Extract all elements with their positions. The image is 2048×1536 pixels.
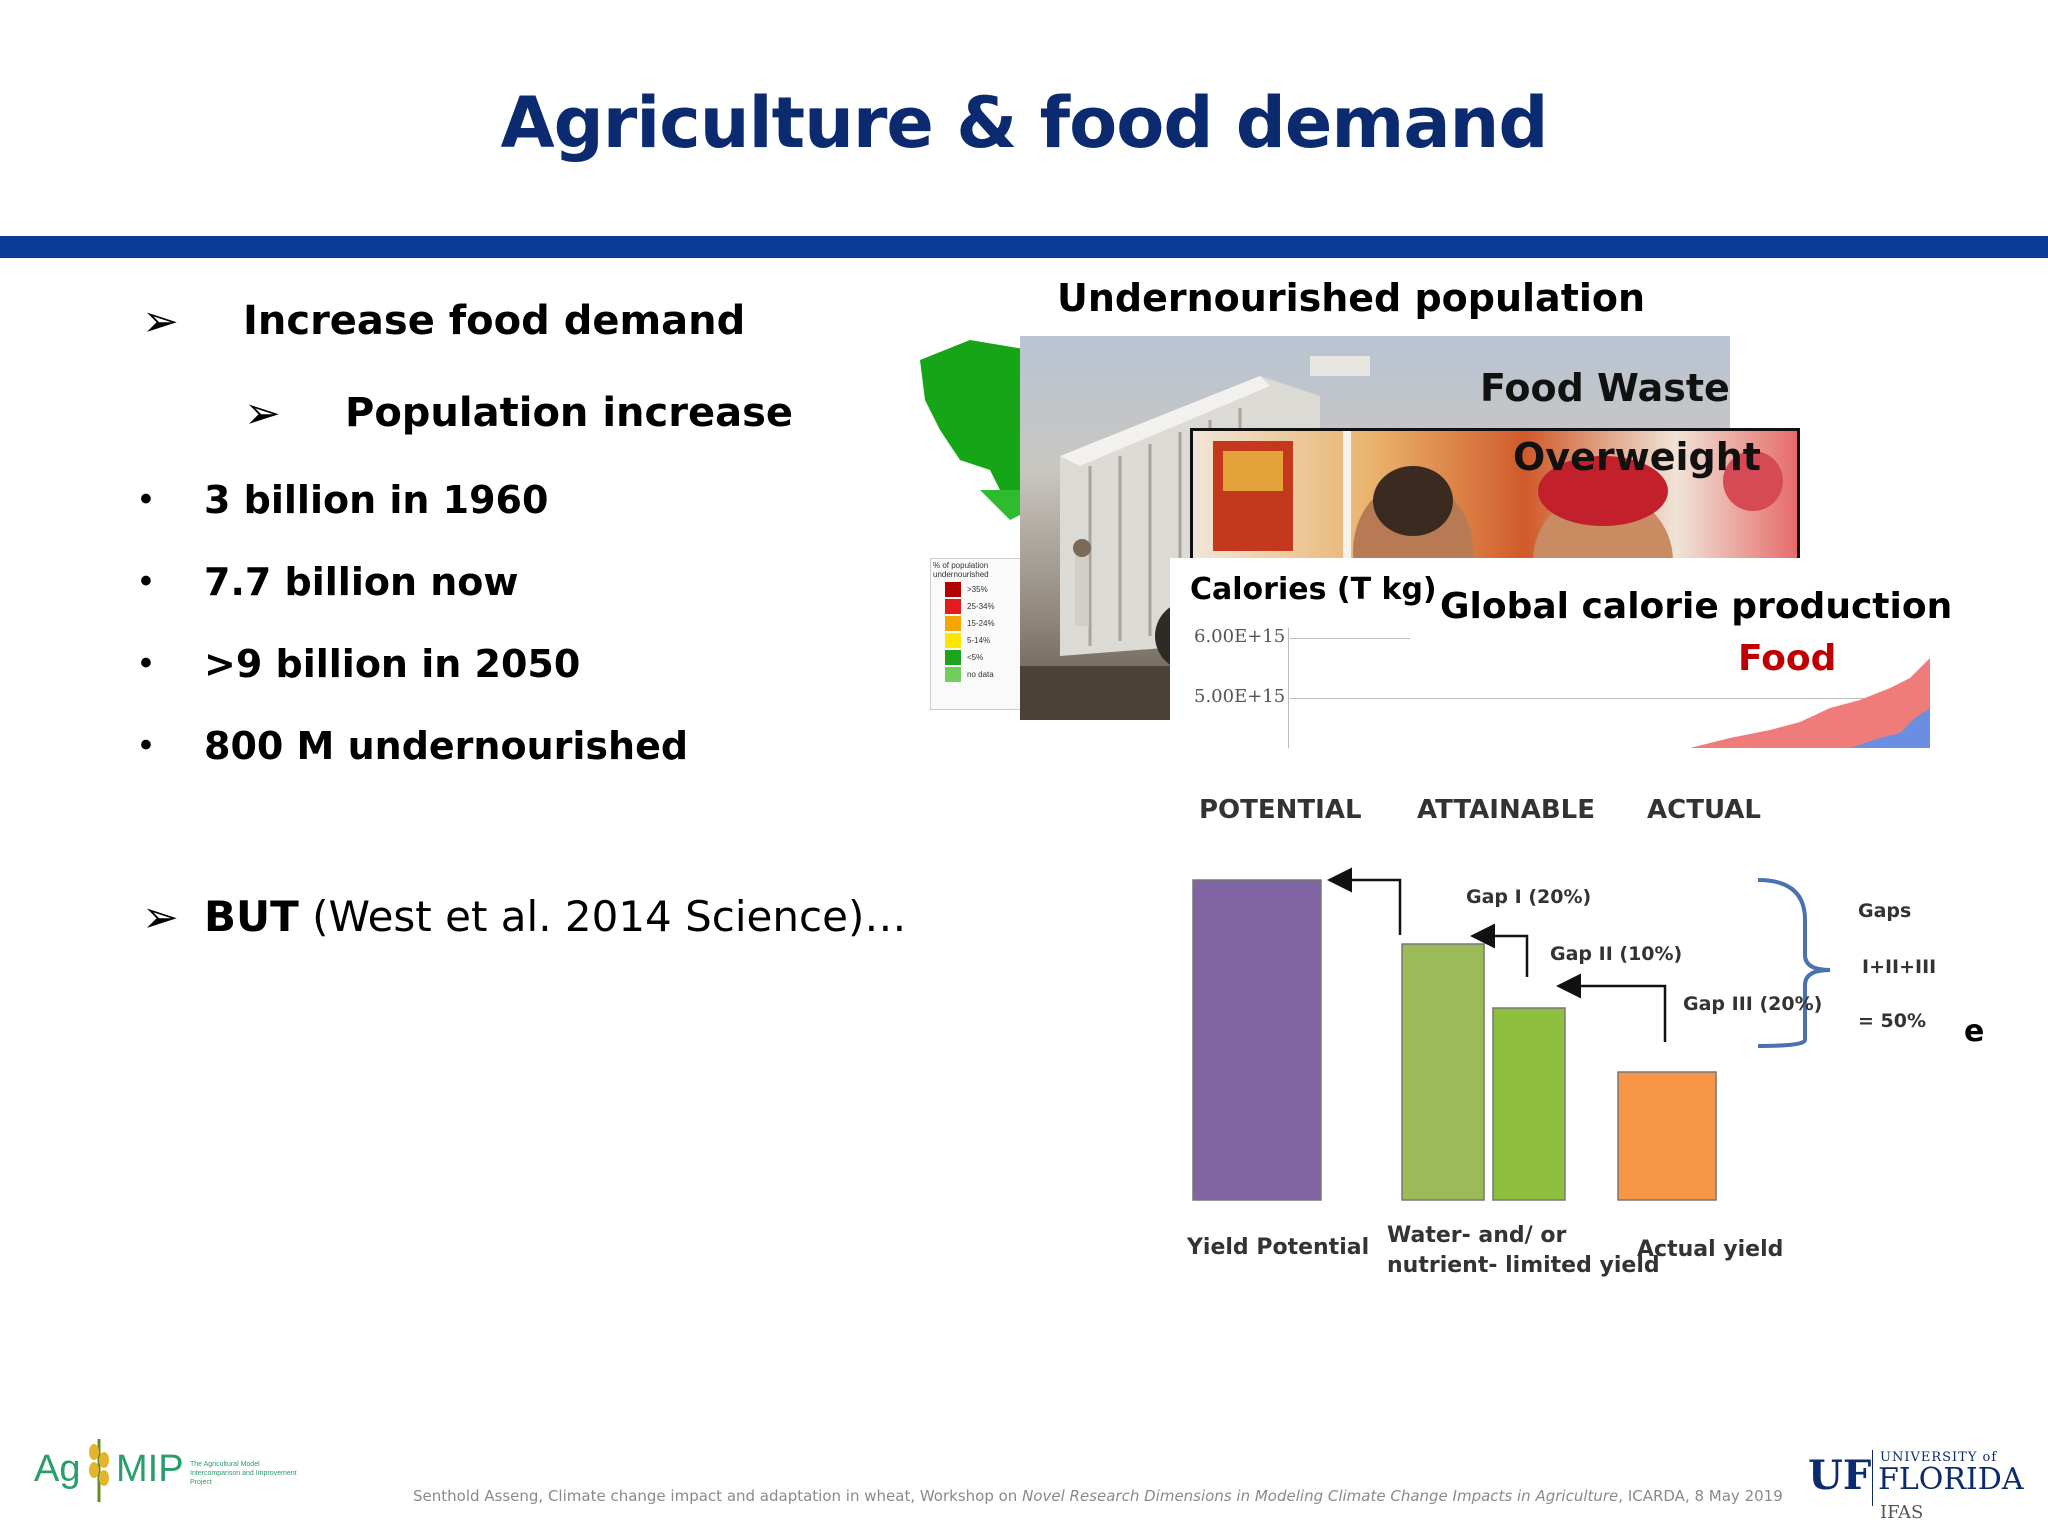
footer-prefix: Senthold Asseng, Climate change impact a… xyxy=(413,1487,1023,1505)
uf-divider xyxy=(1872,1450,1873,1506)
category-water-limited-line2: nutrient- limited yield xyxy=(1387,1253,1660,1278)
footer-suffix: , ICARDA, 8 May 2019 xyxy=(1618,1487,1783,1505)
bullet-dot-icon: • xyxy=(140,480,152,518)
map-legend-title: % of population undernourished xyxy=(933,561,989,579)
map-legend-swatch xyxy=(945,633,961,648)
gap-label-1: Gap I (20%) xyxy=(1466,886,1592,908)
header-actual: ACTUAL xyxy=(1647,795,1761,825)
bracket-label-sum: I+II+III xyxy=(1862,956,1937,978)
map-legend-swatch xyxy=(945,582,961,597)
but-bold: BUT xyxy=(204,892,299,941)
gridline xyxy=(1290,638,1410,639)
yield-bar xyxy=(1192,879,1322,1201)
uf-mark: UF xyxy=(1808,1452,1872,1499)
arrow-bullet-icon: ➢ xyxy=(142,893,179,942)
world-map-fragment xyxy=(920,340,1030,520)
bullet-item: 3 billion in 1960 xyxy=(204,478,549,522)
calories-axis-label: Calories (T kg) xyxy=(1190,572,1437,607)
map-legend-label: no data xyxy=(967,670,994,679)
y-tick-5e15: 5.00E+15 xyxy=(1194,686,1286,707)
agmip-ag: Ag xyxy=(34,1448,81,1490)
but-citation: (West et al. 2014 Science)… xyxy=(298,892,907,941)
yield-gap-chart xyxy=(1192,867,1831,1201)
overweight-photo: Overweight xyxy=(1190,428,1800,572)
footer-workshop-title: Novel Research Dimensions in Modeling Cl… xyxy=(1022,1487,1619,1505)
bullet-sub: Population increase xyxy=(345,390,794,436)
bullet-item: >9 billion in 2050 xyxy=(204,642,581,686)
map-legend-row: no data xyxy=(931,666,1023,683)
map-legend: % of population undernourished >35% 25-34… xyxy=(930,558,1024,710)
gap-label-3: Gap III (20%) xyxy=(1683,993,1823,1015)
category-water-limited-line1: Water- and/ or xyxy=(1387,1223,1567,1248)
map-legend-row: >35% xyxy=(931,581,1023,598)
agmip-tagline: The Agricultural Model Intercomparison a… xyxy=(190,1461,297,1486)
gap-arrow-1 xyxy=(1327,867,1402,935)
bracket-label-gaps: Gaps xyxy=(1858,900,1912,922)
bullet-item: 7.7 billion now xyxy=(204,560,519,604)
bullet-dot-icon: • xyxy=(140,562,152,600)
but-line: BUT (West et al. 2014 Science)… xyxy=(204,892,906,941)
overweight-label: Overweight xyxy=(1513,435,1761,479)
uf-ifas: IFAS xyxy=(1880,1502,1924,1523)
uf-university: UNIVERSITY of xyxy=(1880,1450,1998,1465)
bullet-dot-icon: • xyxy=(140,726,152,764)
undernourished-label: Undernourished population xyxy=(1057,276,1646,320)
map-legend-label: 25-34% xyxy=(967,602,995,611)
calorie-chart: Calories (T kg) Global calorie productio… xyxy=(1170,558,1952,748)
map-legend-swatch xyxy=(945,599,961,614)
title-rule xyxy=(0,236,2048,258)
gridline xyxy=(1290,698,1890,699)
food-area-series xyxy=(1690,658,1930,748)
children-illustration xyxy=(1213,431,1783,569)
yield-bar xyxy=(1492,1007,1566,1201)
map-legend-swatch xyxy=(945,667,961,682)
yield-bar xyxy=(1401,943,1485,1201)
map-legend-label: 5-14% xyxy=(967,636,991,645)
map-legend-label: <5% xyxy=(967,653,984,662)
gap-arrow-3 xyxy=(1556,973,1667,1042)
uf-florida: FLORIDA xyxy=(1878,1462,2024,1497)
category-yield-potential: Yield Potential xyxy=(1187,1235,1370,1260)
calorie-chart-title: Global calorie production xyxy=(1440,586,1953,627)
yield-bars xyxy=(1192,879,1717,1201)
yield-bar xyxy=(1617,1071,1717,1201)
map-legend-label: >35% xyxy=(967,585,988,594)
map-legend-swatch xyxy=(945,616,961,631)
map-legend-row: 25-34% xyxy=(931,598,1023,615)
gaps-bracket xyxy=(1757,878,1831,1048)
agmip-logo: Ag MIP The Agricultural Model Intercompa… xyxy=(34,1430,297,1510)
arrow-bullet-icon: ➢ xyxy=(244,389,281,438)
bullet-main: Increase food demand xyxy=(243,298,746,344)
y-tick-6e15: 6.00E+15 xyxy=(1194,626,1286,647)
header-potential: POTENTIAL xyxy=(1199,795,1362,825)
food-series-label: Food xyxy=(1738,638,1837,679)
bullet-dot-icon: • xyxy=(140,644,152,682)
map-legend-rows: >35% 25-34% 15-24% 5-14% <5% no data xyxy=(931,581,1023,683)
stray-character: e xyxy=(1964,1014,1985,1049)
food-waste-label: Food Waste xyxy=(1480,366,1730,410)
agmip-mip: MIP xyxy=(116,1448,184,1490)
slide-title: Agriculture & food demand xyxy=(500,82,1548,164)
map-legend-row: 15-24% xyxy=(931,615,1023,632)
map-legend-swatch xyxy=(945,650,961,665)
gap-label-2: Gap II (10%) xyxy=(1550,943,1683,965)
header-attainable: ATTAINABLE xyxy=(1417,795,1595,825)
bracket-label-total: = 50% xyxy=(1858,1010,1927,1032)
map-legend-row: 5-14% xyxy=(931,632,1023,649)
uf-ifas-logo: UF UNIVERSITY of FLORIDA IFAS xyxy=(1806,1446,2026,1526)
map-legend-row: <5% xyxy=(931,649,1023,666)
gap-arrow-2 xyxy=(1470,923,1529,977)
bullet-item: 800 M undernourished xyxy=(204,724,689,768)
wheat-icon xyxy=(89,1439,109,1502)
y-axis xyxy=(1288,628,1289,748)
footer-citation: Senthold Asseng, Climate change impact a… xyxy=(413,1487,1783,1505)
arrow-bullet-icon: ➢ xyxy=(142,297,179,346)
map-legend-label: 15-24% xyxy=(967,619,995,628)
category-actual-yield: Actual yield xyxy=(1637,1237,1784,1262)
